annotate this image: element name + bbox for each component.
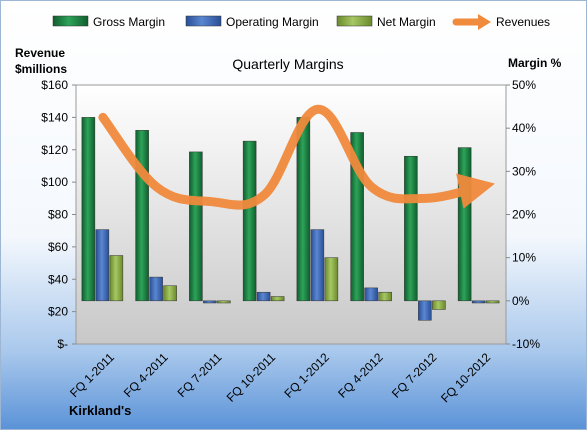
net-margin-bar	[163, 285, 177, 302]
revenue-line-group	[98, 104, 495, 210]
x-tick-label: FQ 4-2012	[335, 350, 386, 401]
gross-margin-bar	[135, 130, 149, 302]
x-tick-label: FQ 10-2012	[438, 350, 493, 405]
net-margin-bar	[217, 300, 231, 304]
legend: Gross Margin Operating Margin Net Margin Re…	[52, 14, 550, 30]
net-margin-bar	[324, 257, 339, 302]
gross-margin-legend-swatch	[52, 15, 89, 27]
x-tick-label: FQ 10-2011	[224, 350, 279, 405]
revenues-legend-arrow	[478, 14, 491, 30]
left-tick-label: $20	[48, 305, 68, 319]
left-tick-label: $80	[48, 208, 68, 222]
operating-margin-legend-label: Operating Margin	[226, 15, 319, 29]
x-tick-label: FQ 1-2011	[67, 350, 117, 400]
operating-margin-bar	[149, 276, 163, 302]
left-axis-title-line-1: Revenue	[15, 46, 65, 60]
company-label: Kirkland's	[69, 403, 131, 418]
left-tick-label: $60	[48, 240, 68, 254]
right-tick-label: 0%	[512, 294, 530, 308]
right-tick-label: 30%	[512, 164, 536, 178]
gross-margin-bar	[242, 140, 257, 302]
right-tick-label: 40%	[512, 121, 536, 135]
x-axis-ticks: FQ 1-2011 FQ 4-2011 FQ 7-2011 FQ 10-2011 FQ …	[67, 350, 493, 405]
gross-margin-bar	[189, 151, 203, 302]
left-tick-label: $40	[48, 272, 68, 286]
operating-margin-legend-swatch	[185, 15, 222, 27]
gross-margin-bar	[404, 155, 418, 302]
revenues-line	[98, 104, 495, 210]
gross-margin-bar	[296, 117, 311, 302]
x-tick-label: FQ 7-2012	[389, 350, 440, 401]
right-axis-title: Margin %	[508, 56, 562, 70]
right-tick-label: 20%	[512, 208, 536, 222]
net-margin-bar	[432, 300, 446, 310]
operating-margin-bar	[256, 291, 271, 302]
net-margin-bar	[270, 296, 285, 302]
operating-margin-bar	[418, 300, 432, 321]
left-axis-ticks: $- $20 $40 $60 $80 $100 $120 $140 $160	[41, 78, 76, 351]
operating-margin-bar	[310, 229, 325, 302]
x-tick-label: FQ 1-2012	[282, 350, 333, 401]
net-margin-bar	[485, 300, 500, 304]
left-tick-label: $-	[57, 337, 68, 351]
left-tick-label: $100	[41, 175, 68, 189]
right-tick-label: -10%	[512, 337, 540, 351]
operating-margin-bar	[95, 229, 110, 302]
revenues-legend-label: Revenues	[496, 15, 550, 29]
right-tick-label: 50%	[512, 78, 536, 92]
right-axis-ticks: -10% 0% 10% 20% 30% 40% 50%	[506, 78, 540, 351]
left-tick-label: $140	[41, 110, 68, 124]
chart-title: Quarterly Margins	[232, 56, 343, 72]
left-axis-title-line-2: $millions	[15, 62, 67, 76]
net-margin-bar	[109, 255, 124, 302]
net-margin-legend-label: Net Margin	[377, 15, 436, 29]
net-margin-bar	[378, 291, 392, 302]
gross-margin-bar	[81, 117, 96, 302]
left-tick-label: $160	[41, 78, 68, 92]
x-tick-label: FQ 7-2011	[175, 350, 225, 400]
left-tick-label: $120	[41, 143, 68, 157]
gross-margin-bar	[457, 147, 472, 302]
right-tick-label: 10%	[512, 251, 536, 265]
operating-margin-bar	[364, 287, 378, 302]
x-tick-label: FQ 4-2011	[121, 350, 171, 400]
gross-margin-legend-label: Gross Margin	[93, 15, 165, 29]
operating-margin-bar	[203, 300, 217, 304]
net-margin-legend-swatch	[336, 15, 373, 27]
operating-margin-bar	[471, 300, 486, 304]
